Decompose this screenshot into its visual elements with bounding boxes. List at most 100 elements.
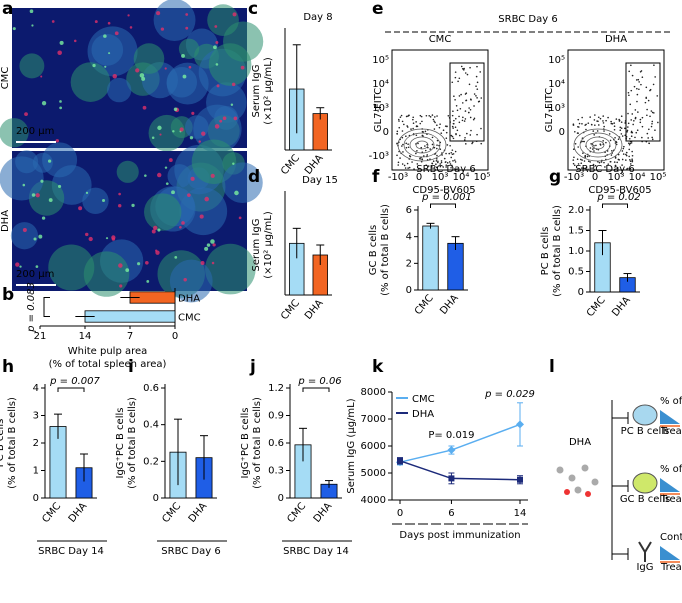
event <box>625 153 627 156</box>
cell <box>199 214 204 219</box>
event <box>416 149 418 152</box>
panel-title: SRBC Day 6 <box>498 14 557 25</box>
x-tick-label: 0 <box>592 172 598 183</box>
y-tick-label: 0.6 <box>143 383 159 394</box>
y-tick-label: 3 <box>33 411 39 422</box>
event <box>616 161 618 164</box>
y-tick-label: 7000 <box>361 414 386 425</box>
y-tick-label: 5000 <box>361 468 386 479</box>
cell <box>131 203 135 208</box>
x-tick-label: 6 <box>448 508 454 519</box>
event <box>648 142 651 145</box>
event <box>451 114 454 117</box>
event <box>401 163 404 165</box>
event <box>401 145 403 147</box>
event <box>480 142 483 145</box>
event <box>406 125 408 127</box>
cell <box>219 119 223 123</box>
cell <box>155 249 158 252</box>
event <box>574 130 576 133</box>
event <box>440 160 443 162</box>
event <box>591 123 593 126</box>
contour <box>403 132 441 158</box>
cell <box>15 262 20 267</box>
event <box>457 80 459 83</box>
trend-wedge <box>660 546 680 560</box>
contour <box>591 140 605 150</box>
x-tick-label: DHA <box>303 298 326 322</box>
y-axis-label: (% of total B cells) <box>7 397 18 489</box>
event <box>409 155 412 158</box>
footer-label: SRBC Day 6 <box>161 546 220 557</box>
event <box>435 163 437 165</box>
row-label: DHA <box>0 210 11 232</box>
event <box>469 66 471 69</box>
panel-label: i <box>128 357 134 377</box>
x-axis-label: CD95-BV605 <box>412 185 475 196</box>
significance-bracket <box>302 387 330 392</box>
event <box>602 120 604 122</box>
cell <box>146 280 150 283</box>
p-value: p = 0.02 <box>596 192 640 203</box>
cell <box>213 45 217 50</box>
cell <box>164 166 168 169</box>
event <box>609 160 612 163</box>
event <box>470 129 472 132</box>
event <box>625 154 628 157</box>
event <box>436 115 438 117</box>
x-axis-label: CD95-BV605 <box>588 185 651 196</box>
event <box>439 148 442 151</box>
cell <box>31 193 36 197</box>
y-axis-label: (×10² µg/mL) <box>263 57 274 125</box>
event <box>657 121 659 124</box>
cell <box>104 65 107 68</box>
point <box>447 446 456 455</box>
event <box>573 164 576 167</box>
event <box>450 166 452 169</box>
event <box>407 167 409 169</box>
event <box>411 161 413 163</box>
event <box>454 117 457 120</box>
cell <box>24 112 28 117</box>
cell <box>151 136 155 139</box>
cell <box>31 24 34 27</box>
point <box>448 475 455 482</box>
event <box>403 164 406 167</box>
cell <box>211 261 215 265</box>
event <box>593 144 595 147</box>
y-tick-label: 1.5 <box>568 226 584 237</box>
x-tick-label: DHA <box>67 501 90 525</box>
event <box>578 122 581 125</box>
cell <box>142 105 147 110</box>
cell <box>47 159 52 163</box>
y-axis-label: PC B cells <box>0 419 6 468</box>
cell <box>59 106 63 110</box>
event <box>653 112 655 114</box>
event <box>637 78 640 81</box>
item-label: GC B cells <box>620 494 670 505</box>
event <box>456 129 459 132</box>
y-tick-label: 10⁵ <box>548 55 565 66</box>
event <box>631 154 634 157</box>
event <box>452 137 455 140</box>
event <box>639 121 642 124</box>
follicle <box>0 156 44 201</box>
event <box>437 161 439 164</box>
event <box>620 127 623 129</box>
event <box>602 122 605 124</box>
event <box>429 158 431 160</box>
y-tick-label: 0 <box>406 285 412 296</box>
follicle <box>144 193 182 231</box>
event <box>445 131 448 134</box>
event <box>396 142 398 145</box>
event <box>421 120 423 123</box>
event <box>590 142 592 145</box>
cell <box>105 237 109 240</box>
cell <box>118 192 121 196</box>
metric-label: % of cells <box>660 464 682 475</box>
event <box>577 163 580 165</box>
molecule-atom <box>564 489 570 495</box>
event <box>647 99 650 102</box>
event <box>449 144 451 147</box>
cell <box>112 74 117 79</box>
